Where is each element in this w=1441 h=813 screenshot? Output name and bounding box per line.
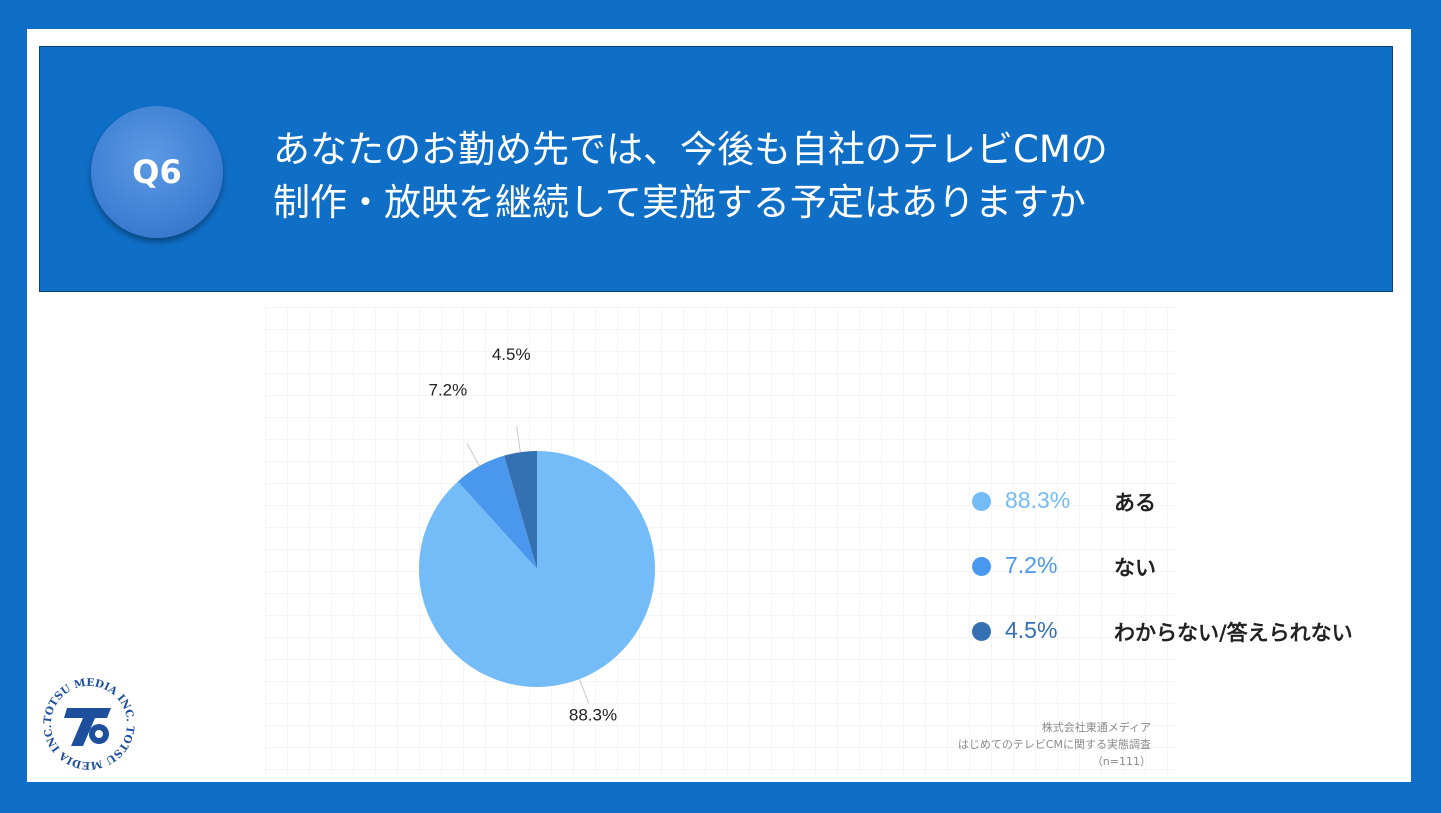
legend-pct-aru: 88.3% [1005, 487, 1071, 513]
legend-item-aru: 88.3% ある [972, 486, 1156, 516]
question-header: Q6 あなたのお勤め先では、今後も自社のテレビCMの 制作・放映を継続して実施す… [39, 46, 1393, 292]
legend-item-wakaranai: 4.5% わからない/答えられない [972, 616, 1353, 646]
legend-dot-wakaranai [972, 621, 991, 641]
leader-line-aru [578, 678, 590, 704]
slide-frame: Q6 あなたのお勤め先では、今後も自社のテレビCMの 制作・放映を継続して実施す… [27, 29, 1411, 782]
legend-label-wakaranai: わからない/答えられない [1114, 621, 1353, 645]
source-sample-size: （n=111） [1091, 755, 1151, 768]
data-label-wakaranai: 4.5% [492, 345, 531, 364]
legend-pct-wakaranai: 4.5% [1005, 617, 1058, 643]
source-company: 株式会社東通メディア [1041, 721, 1151, 734]
question-number-badge: Q6 [91, 106, 223, 238]
legend-dot-nai [972, 556, 991, 576]
question-line-2: 制作・放映を継続して実施する予定はありますか [273, 181, 1086, 224]
question-line-1: あなたのお勤め先では、今後も自社のテレビCMの [273, 128, 1108, 171]
source-note: 株式会社東通メディア はじめてのテレビCMに関する実態調査 （n=111） [958, 719, 1151, 770]
pie-slice-nai [457, 455, 537, 569]
pie-chart: 88.3% 7.2% 4.5% [419, 345, 655, 724]
legend-item-nai: 7.2% ない [972, 551, 1156, 581]
legend-dot-aru [972, 491, 991, 511]
legend-label-aru: ある [1114, 491, 1156, 515]
leader-line-wakaranai [516, 426, 521, 453]
totsu-media-logo: TOTSU MEDIA INC. TOTSU MEDIA INC. [42, 677, 136, 772]
data-label-nai: 7.2% [429, 380, 468, 399]
question-text: あなたのお勤め先では、今後も自社のテレビCMの 制作・放映を継続して実施する予定… [273, 123, 1373, 229]
legend-label-nai: ない [1114, 556, 1156, 580]
source-survey: はじめてのテレビCMに関する実態調査 [957, 738, 1151, 751]
legend-pct-nai: 7.2% [1005, 552, 1058, 578]
leader-line-nai [466, 443, 480, 467]
data-label-aru: 88.3% [569, 705, 617, 724]
logo-mark [64, 708, 111, 746]
chart-area: 88.3% 7.2% 4.5% 88.3% ある 7.2% ない 4.5% わからな… [265, 307, 1353, 777]
pie-slice-wakaranai [504, 451, 537, 569]
